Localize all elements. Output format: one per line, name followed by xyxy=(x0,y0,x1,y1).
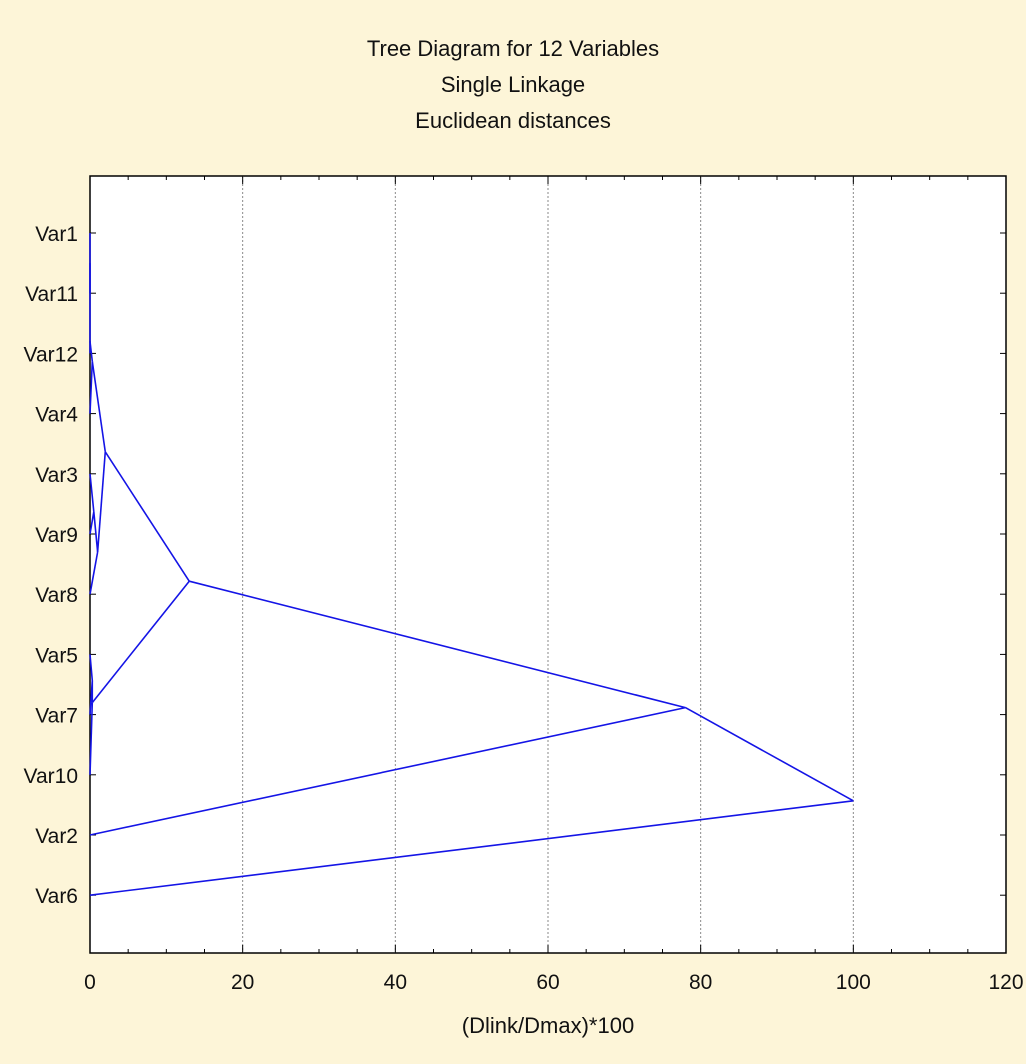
x-axis-title: (Dlink/Dmax)*100 xyxy=(462,1013,634,1038)
leaf-label: Var2 xyxy=(35,825,78,848)
leaf-label: Var11 xyxy=(25,283,78,306)
x-tick-label: 100 xyxy=(836,971,871,994)
x-tick-label: 0 xyxy=(84,971,96,994)
leaf-label: Var7 xyxy=(35,705,78,728)
leaf-label: Var10 xyxy=(24,765,78,788)
x-tick-label: 80 xyxy=(689,971,712,994)
leaf-labels: Var1 Var11 Var12 Var4 Var3 Var9 Var8 Var5 Var7 Va… xyxy=(24,223,79,908)
x-tick-label: 20 xyxy=(231,971,254,994)
x-tick-label: 60 xyxy=(536,971,559,994)
leaf-label: Var3 xyxy=(35,464,78,487)
x-tick-labels: 0 20 40 60 80 100 120 xyxy=(84,971,1023,994)
x-tick-label: 120 xyxy=(988,971,1023,994)
leaf-label: Var12 xyxy=(24,343,78,366)
leaf-label: Var9 xyxy=(35,524,78,547)
leaf-label: Var8 xyxy=(35,584,78,607)
chart-title-line: Single Linkage xyxy=(441,72,585,97)
leaf-label: Var1 xyxy=(35,223,78,246)
chart-titles: Tree Diagram for 12 Variables Single Link… xyxy=(367,36,659,133)
chart-title-line: Tree Diagram for 12 Variables xyxy=(367,36,659,61)
leaf-label: Var4 xyxy=(35,404,78,427)
leaf-label: Var6 xyxy=(35,885,78,908)
chart-title-line: Euclidean distances xyxy=(415,108,611,133)
x-tick-label: 40 xyxy=(384,971,407,994)
leaf-label: Var5 xyxy=(35,644,78,667)
